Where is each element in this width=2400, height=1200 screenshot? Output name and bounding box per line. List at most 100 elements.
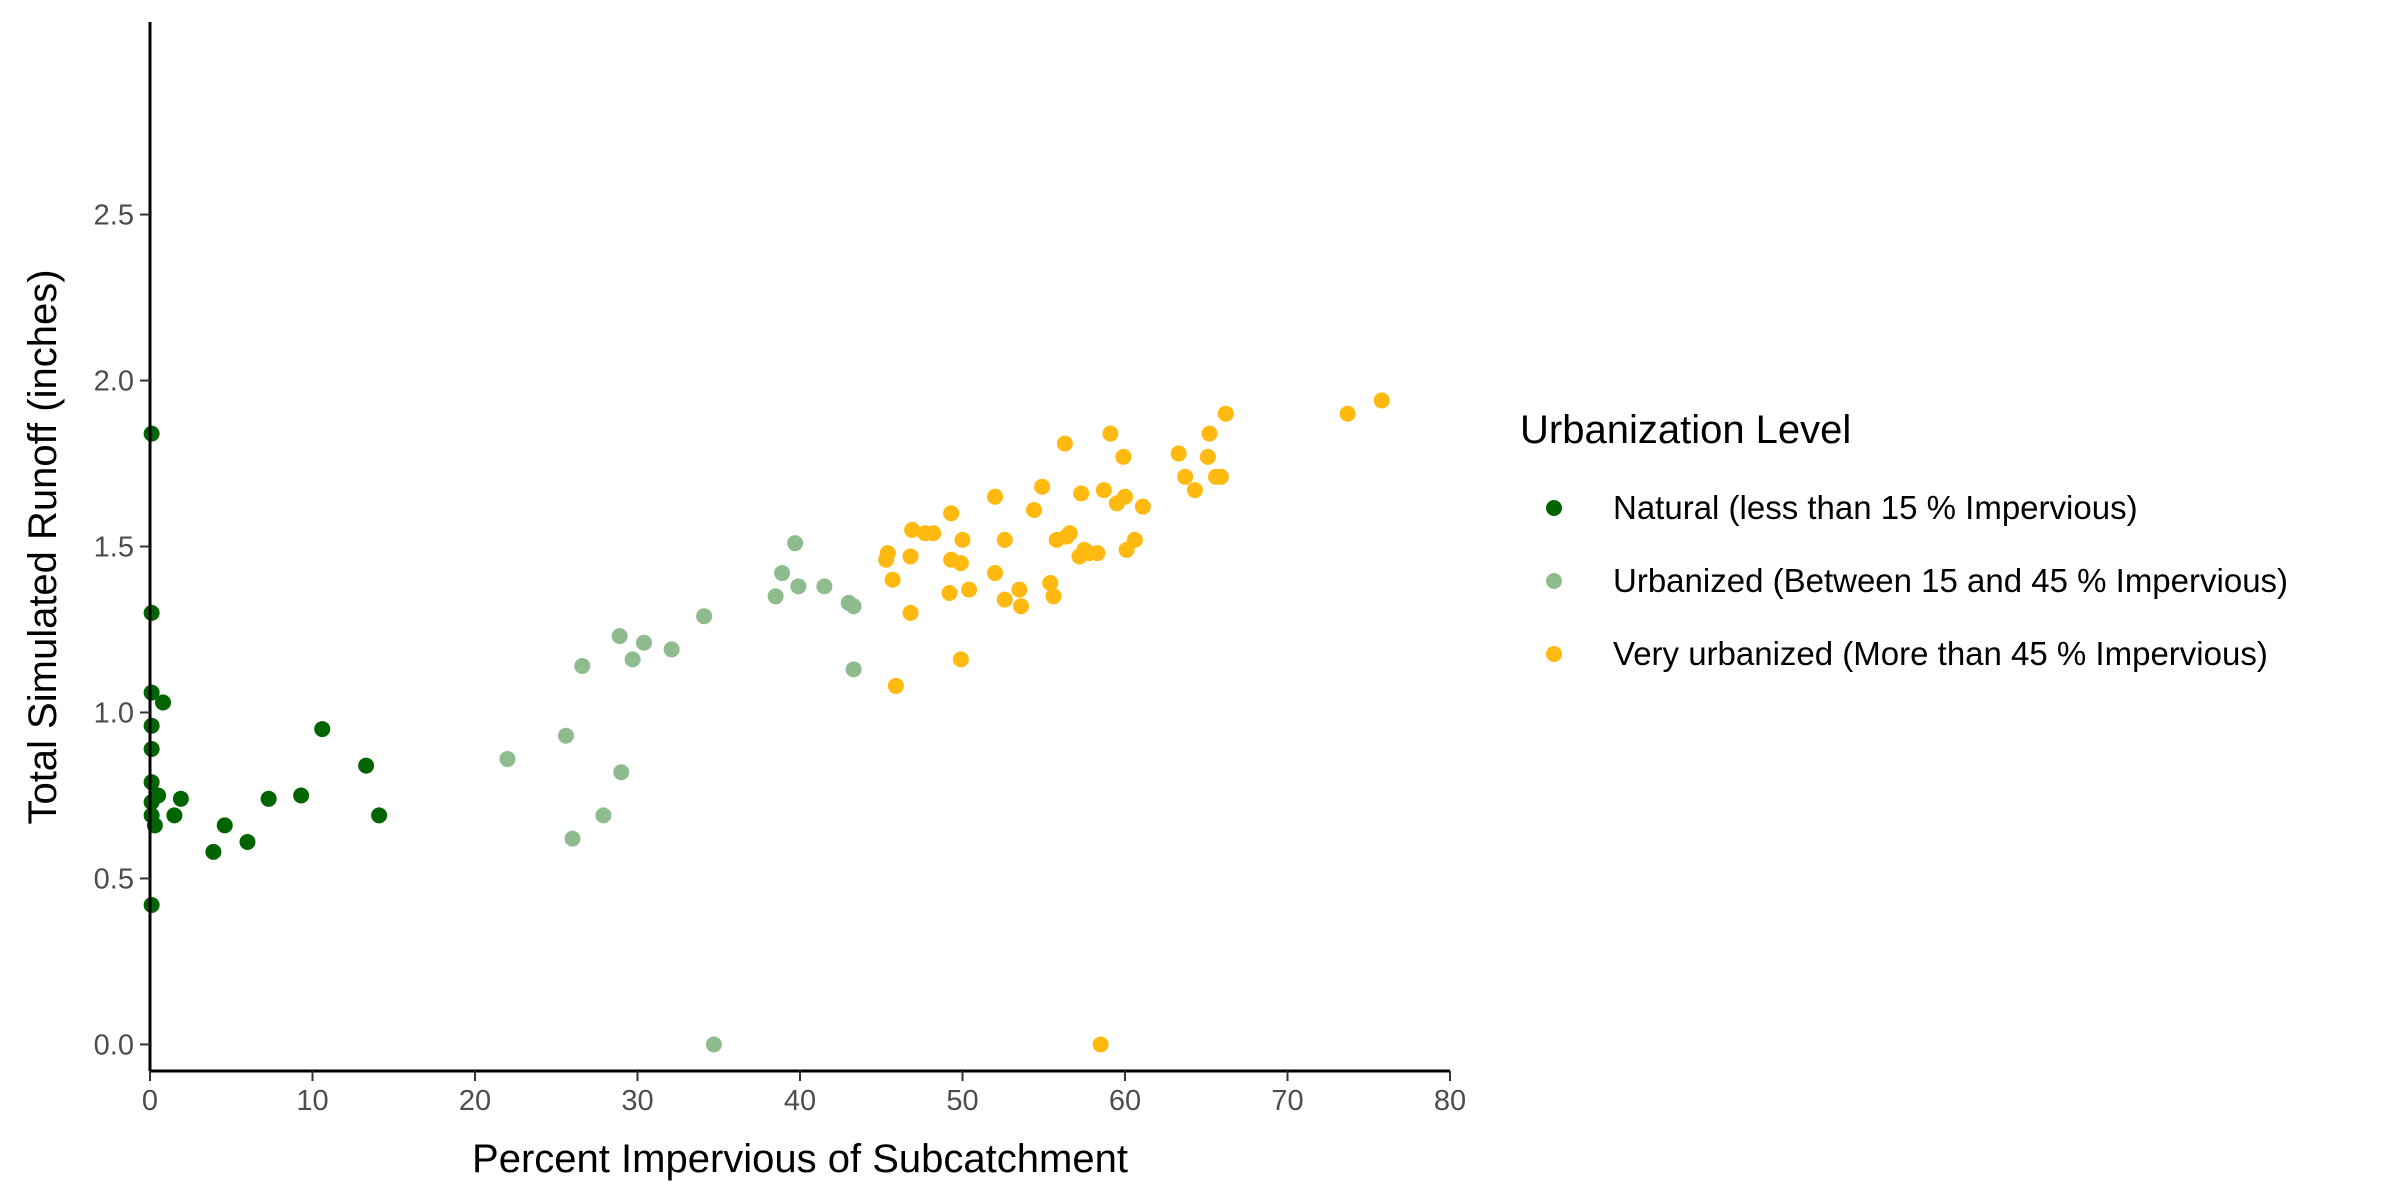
data-point-series-3 xyxy=(941,584,958,601)
legend-key-1 xyxy=(1546,500,1562,516)
data-point-series-3 xyxy=(879,545,896,562)
legend-label-3: Very urbanized (More than 45 % Imperviou… xyxy=(1613,635,2268,672)
legend-key-3 xyxy=(1546,646,1562,662)
data-point-series-1 xyxy=(155,694,171,711)
data-point-series-3 xyxy=(954,531,971,548)
data-point-series-2 xyxy=(845,598,862,615)
data-point-series-3 xyxy=(1045,588,1062,605)
y-tick-label: 0.0 xyxy=(94,1029,134,1061)
data-point-series-1 xyxy=(216,817,233,834)
data-point-series-1 xyxy=(143,717,160,734)
y-tick-label: 2.5 xyxy=(94,200,134,232)
data-point-series-1 xyxy=(239,833,256,850)
data-point-series-3 xyxy=(925,525,942,542)
data-point-series-3 xyxy=(884,571,901,588)
data-point-series-2 xyxy=(574,658,591,675)
legend-label-1: Natural (less than 15 % Impervious) xyxy=(1613,489,2138,526)
data-point-series-3 xyxy=(987,565,1003,582)
data-point-series-3 xyxy=(1056,435,1073,452)
data-point-series-2 xyxy=(564,830,581,847)
x-tick-label: 20 xyxy=(459,1085,491,1117)
data-point-series-2 xyxy=(816,578,833,595)
data-point-series-2 xyxy=(774,565,791,582)
legend: Urbanization Level Natural (less than 15… xyxy=(1520,408,2288,672)
data-point-series-2 xyxy=(611,628,628,645)
y-tick-label: 1.5 xyxy=(94,532,134,564)
data-point-series-3 xyxy=(1013,598,1029,615)
legend-key-2 xyxy=(1546,573,1562,589)
y-tick-label: 0.5 xyxy=(94,863,134,895)
data-point-series-2 xyxy=(636,634,652,651)
data-point-series-2 xyxy=(624,651,641,668)
data-point-series-3 xyxy=(902,604,919,621)
x-tick-label: 30 xyxy=(621,1085,653,1117)
data-point-series-1 xyxy=(293,787,310,804)
data-point-series-2 xyxy=(705,1036,722,1053)
data-point-series-1 xyxy=(143,774,160,791)
data-point-series-3 xyxy=(961,581,977,598)
data-point-series-3 xyxy=(996,591,1013,608)
data-point-series-2 xyxy=(613,764,630,781)
x-axis-ticks: 0 10 20 30 40 50 60 70 80 xyxy=(142,1071,1466,1117)
data-point-series-1 xyxy=(358,757,375,774)
data-point-series-1 xyxy=(371,807,388,824)
data-point-series-3 xyxy=(1212,468,1229,485)
data-point-series-3 xyxy=(1089,545,1106,562)
data-point-series-3 xyxy=(1339,405,1356,422)
data-point-series-3 xyxy=(1177,468,1194,485)
data-point-series-3 xyxy=(1126,531,1143,548)
x-tick-label: 50 xyxy=(946,1085,978,1117)
data-point-series-2 xyxy=(767,588,784,605)
data-point-series-3 xyxy=(1011,581,1028,598)
legend-items: Natural (less than 15 % Impervious) Urban… xyxy=(1546,489,2288,672)
data-point-series-3 xyxy=(1115,448,1132,465)
data-point-series-2 xyxy=(845,661,862,678)
data-point-series-2 xyxy=(696,608,713,625)
data-point-series-1 xyxy=(143,897,160,914)
data-point-series-3 xyxy=(943,505,960,522)
x-tick-label: 60 xyxy=(1109,1085,1141,1117)
data-point-series-1 xyxy=(143,604,160,621)
data-point-series-2 xyxy=(499,750,516,767)
data-point-series-3 xyxy=(952,555,969,572)
data-point-series-3 xyxy=(1201,425,1218,442)
data-point-series-3 xyxy=(1042,575,1059,592)
data-point-series-3 xyxy=(1217,405,1234,422)
data-point-series-3 xyxy=(1034,478,1051,495)
data-point-series-1 xyxy=(150,787,167,804)
data-point-series-1 xyxy=(205,843,222,860)
data-point-series-1 xyxy=(143,684,160,701)
data-point-series-3 xyxy=(1095,482,1112,499)
data-point-series-3 xyxy=(1373,392,1390,409)
data-point-series-3 xyxy=(1102,425,1119,442)
data-point-series-3 xyxy=(987,488,1003,505)
data-point-series-2 xyxy=(790,578,807,595)
y-tick-label: 2.0 xyxy=(94,366,134,398)
data-point-series-1 xyxy=(143,425,160,442)
y-axis-title: Total Simulated Runoff (inches) xyxy=(21,269,65,824)
x-axis-title: Percent Impervious of Subcatchment xyxy=(472,1137,1128,1181)
data-point-series-3 xyxy=(1026,501,1042,518)
data-point-series-2 xyxy=(595,807,612,824)
data-point-series-2 xyxy=(558,727,574,744)
data-point-series-3 xyxy=(1061,525,1078,542)
data-point-series-1 xyxy=(260,790,277,807)
x-tick-label: 80 xyxy=(1434,1085,1466,1117)
x-tick-label: 10 xyxy=(296,1085,328,1117)
x-tick-label: 70 xyxy=(1271,1085,1303,1117)
data-point-series-2 xyxy=(663,641,680,658)
data-point-series-1 xyxy=(314,721,331,738)
data-point-series-2 xyxy=(787,535,804,552)
data-point-series-1 xyxy=(143,740,160,757)
data-point-series-3 xyxy=(1170,445,1187,462)
data-point-series-3 xyxy=(952,651,969,668)
y-tick-label: 1.0 xyxy=(94,697,134,729)
data-point-series-3 xyxy=(1134,498,1151,515)
x-tick-label: 0 xyxy=(142,1085,158,1117)
data-point-series-3 xyxy=(1186,482,1203,499)
legend-label-2: Urbanized (Between 15 and 45 % Imperviou… xyxy=(1613,562,2288,599)
y-axis-ticks: 0.0 0.5 1.0 1.5 2.0 2.5 xyxy=(94,200,150,1061)
data-point-series-3 xyxy=(1117,488,1133,505)
data-point-series-1 xyxy=(166,807,183,824)
